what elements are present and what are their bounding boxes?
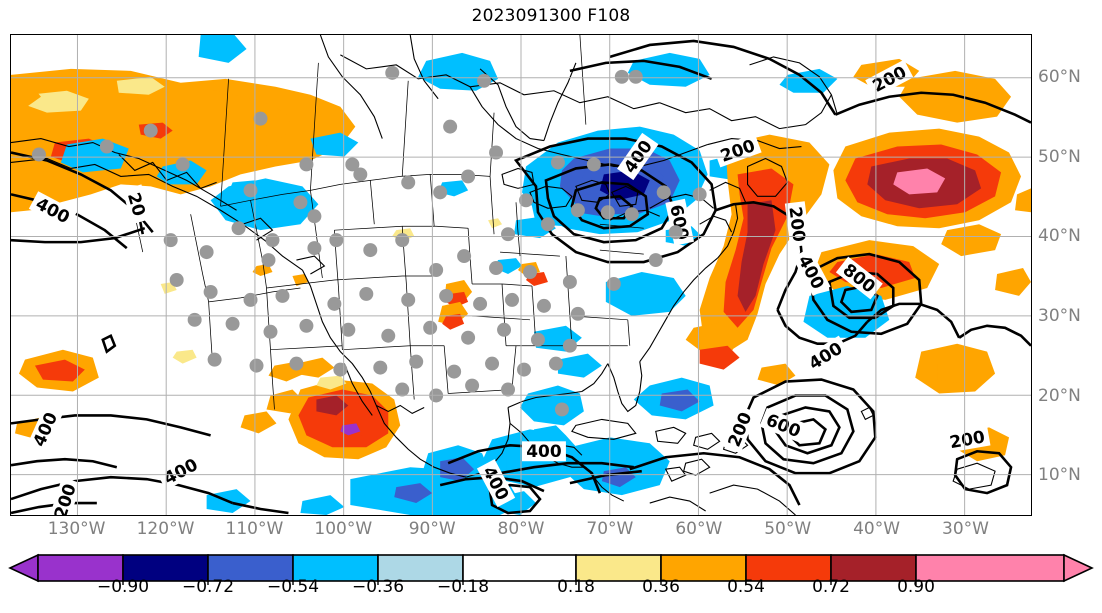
lat-tick-label: 10°N xyxy=(1038,465,1081,486)
map-canvas: 200 200 400 600 200 400 800 400 600 xyxy=(11,35,1031,515)
colorbar-tick-label: −0.18 xyxy=(436,577,490,597)
lon-tick-label: 30°W xyxy=(942,519,989,539)
lon-tick-label: 70°W xyxy=(586,519,634,539)
lon-tick-label: 130°W xyxy=(47,519,106,539)
colorbar-band xyxy=(37,554,124,582)
colorbar-tick-label: 0.54 xyxy=(727,577,765,597)
colorbar-band xyxy=(377,554,464,582)
colorbar-under-arrow xyxy=(8,553,39,583)
lon-tick-label: 110°W xyxy=(225,519,284,539)
lon-tick-label: 50°W xyxy=(764,519,812,539)
svg-text:600: 600 xyxy=(763,409,803,441)
observation-station-layer xyxy=(31,65,707,417)
lat-tick-label: 20°N xyxy=(1038,385,1081,406)
lat-tick-label: 50°N xyxy=(1038,146,1081,167)
figure-title: 2023091300 F108 xyxy=(471,6,631,26)
grid-layer xyxy=(11,35,1031,515)
lon-tick-label: 120°W xyxy=(136,519,195,539)
colorbar-tick-label: −0.54 xyxy=(266,577,320,597)
svg-text:200: 200 xyxy=(785,205,809,242)
colorbar-tick-label: 0.36 xyxy=(642,577,680,597)
colorbar-band xyxy=(830,554,917,582)
svg-text:400: 400 xyxy=(29,409,62,449)
colorbar-tick-label: 0.90 xyxy=(897,577,935,597)
colorbar-band xyxy=(660,554,747,582)
colorbar-over-arrow xyxy=(1063,553,1094,583)
lon-tick-label: 40°W xyxy=(853,519,901,539)
colorbar-tick-label: 0.72 xyxy=(812,577,850,597)
map-plot-area: 200 200 400 600 200 400 800 400 600 xyxy=(10,34,1032,516)
colorbar-band xyxy=(462,554,577,582)
lat-tick-label: 60°N xyxy=(1038,66,1081,87)
colorbar-band xyxy=(915,554,1065,582)
colorbar-tick-label: −0.72 xyxy=(181,577,235,597)
lat-tick-label: 30°N xyxy=(1038,306,1081,326)
lat-tick-label: 40°N xyxy=(1038,226,1081,247)
colorbar-tick-label: −0.90 xyxy=(96,577,150,597)
colorbar: −0.90 −0.72 −0.54 −0.36 −0.18 0.18 0.36 … xyxy=(0,551,1102,613)
colorbar-band xyxy=(292,554,379,582)
colorbar-band xyxy=(207,554,294,582)
colorbar-tick-label: −0.36 xyxy=(351,577,405,597)
svg-text:400: 400 xyxy=(526,441,561,461)
colorbar-band xyxy=(575,554,662,582)
colorbar-swatches xyxy=(8,553,1094,585)
lon-tick-label: 100°W xyxy=(314,519,373,539)
lon-tick-label: 90°W xyxy=(408,519,456,539)
colorbar-tick-label: 0.18 xyxy=(557,577,595,597)
colorbar-band xyxy=(122,554,209,582)
lon-tick-label: 60°W xyxy=(675,519,723,539)
lon-tick-label: 80°W xyxy=(497,519,545,539)
